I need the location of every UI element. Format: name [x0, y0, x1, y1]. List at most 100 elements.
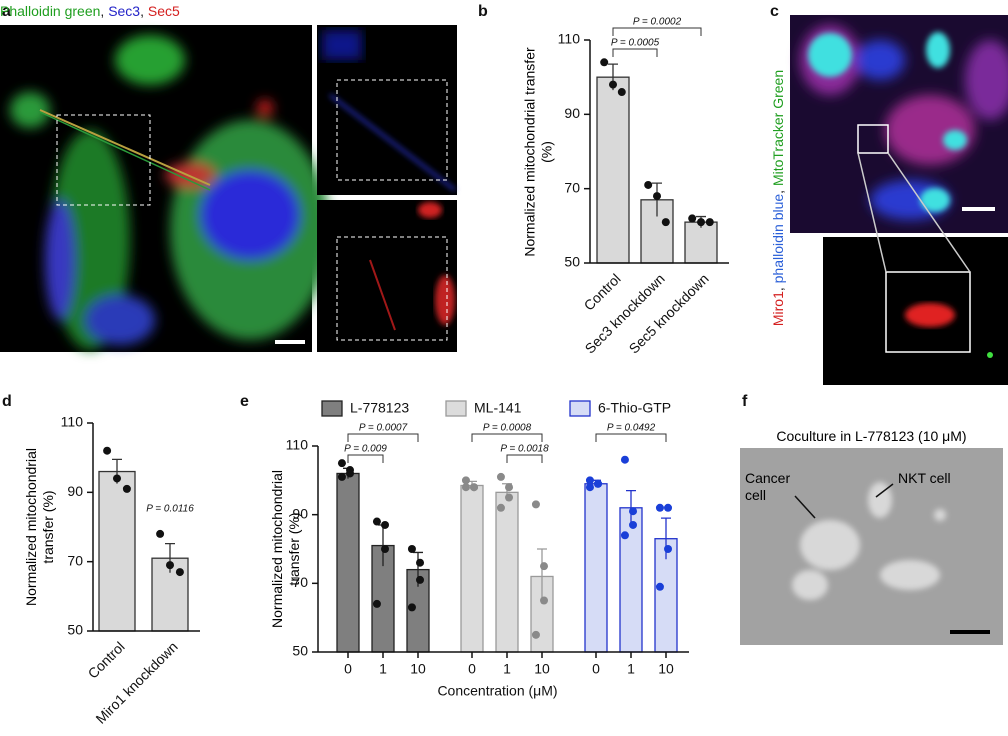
micrograph-f — [740, 448, 1003, 645]
bar — [98, 470, 136, 632]
micrograph-a-sec5 — [317, 200, 457, 352]
data-point — [381, 545, 390, 553]
data-point — [122, 484, 131, 493]
micrograph-a — [0, 25, 330, 352]
caption-part: Sec3 — [108, 3, 141, 19]
y-tick-label: 90 — [67, 483, 83, 499]
legend-swatch — [445, 400, 467, 417]
bar — [336, 472, 360, 653]
data-point — [407, 545, 416, 553]
x-tick-label: 0 — [468, 661, 476, 677]
caption-part: Miro1 — [770, 291, 786, 327]
caption-a: Phalloidin green, Sec3, Sec5 — [0, 3, 180, 19]
bar — [495, 491, 519, 653]
y-tick-label: 110 — [286, 437, 309, 453]
x-tick-label: 10 — [410, 661, 426, 677]
data-point — [470, 483, 479, 492]
significance-bracket — [612, 27, 702, 36]
caption-part: , — [770, 283, 786, 292]
bar — [584, 483, 608, 653]
y-tick-label: 90 — [292, 505, 308, 521]
bar — [684, 221, 718, 264]
x-tick-label: 0 — [592, 661, 600, 677]
y-axis-label: Normalized mitochondrial transfer (%) — [521, 46, 554, 257]
legend-label: L-778123 — [350, 400, 409, 416]
y-tick-label: 110 — [61, 414, 84, 430]
p-value: P = 0.0008 — [483, 423, 532, 434]
data-point — [585, 483, 594, 492]
p-value: P = 0.0492 — [607, 423, 656, 434]
y-tick-label: 50 — [564, 254, 580, 270]
y-tick-label: 50 — [67, 622, 83, 638]
x-axis-label: Concentration (μM) — [437, 683, 557, 699]
caption-part: MitoTracker Green — [770, 69, 786, 187]
data-point — [664, 545, 673, 553]
data-point — [381, 520, 390, 529]
data-point — [531, 500, 540, 509]
y-tick-label: 70 — [67, 552, 83, 568]
data-point — [540, 596, 549, 605]
x-tick-label: 1 — [379, 661, 387, 677]
y-tick-label: 110 — [558, 31, 581, 47]
p-value: P = 0.0005 — [611, 38, 660, 49]
caption-part: Sec5 — [147, 3, 180, 19]
x-tick-label: Sec3 knockdown — [582, 270, 668, 356]
legend-swatch — [569, 400, 591, 417]
micrograph-a-sec3 — [317, 25, 457, 195]
significance-bracket — [506, 454, 543, 463]
p-value: P = 0.0007 — [359, 423, 408, 434]
significance-bracket — [612, 48, 658, 57]
p-value: P = 0.0002 — [633, 17, 682, 28]
y-tick-label: 70 — [564, 179, 580, 195]
data-point — [372, 599, 381, 608]
micrograph-c — [790, 15, 1008, 233]
data-point — [156, 529, 165, 538]
error-bar — [537, 548, 547, 604]
p-value: P = 0.0116 — [146, 504, 194, 515]
x-tick-label: 10 — [534, 661, 550, 677]
panel-label: b — [478, 3, 488, 20]
annotation: NKT cell — [898, 470, 951, 486]
data-point — [620, 455, 629, 464]
x-tick-label: 1 — [503, 661, 511, 677]
data-point — [113, 474, 121, 483]
data-point — [644, 180, 653, 189]
x-tick-label: Sec5 knockdown — [626, 270, 712, 356]
significance-bracket — [471, 433, 543, 442]
p-value: P = 0.009 — [344, 444, 387, 455]
data-point — [655, 503, 664, 512]
data-point — [407, 603, 416, 612]
caption-part: phalloidin blue — [770, 193, 786, 284]
caption-f: Coculture in L-778123 (10 μM) — [776, 428, 967, 444]
panel-label: d — [2, 393, 12, 410]
data-point — [103, 446, 112, 455]
data-point — [594, 479, 603, 488]
panel-label: c — [770, 3, 779, 20]
data-point — [175, 568, 184, 577]
caption-part: Phalloidin green — [0, 3, 101, 19]
data-point — [496, 472, 505, 481]
data-point — [661, 218, 670, 227]
y-tick-label: 70 — [292, 574, 308, 590]
data-point — [629, 507, 638, 516]
caption-part: , — [140, 3, 148, 19]
bar — [460, 484, 484, 653]
data-point — [609, 80, 617, 89]
data-point — [629, 520, 638, 529]
data-point — [585, 476, 594, 485]
data-point — [416, 558, 425, 567]
micrograph-c-inset — [823, 152, 1008, 385]
caption-part: , — [100, 3, 109, 19]
legend-label: 6-Thio-GTP — [598, 400, 671, 416]
legend-swatch — [321, 400, 343, 417]
data-point — [688, 214, 697, 223]
data-point — [664, 503, 673, 512]
data-point — [540, 562, 549, 571]
x-tick-label: Control — [581, 270, 624, 313]
legend-label: ML-141 — [474, 400, 522, 416]
y-axis-label: Normalized mitochondrial transfer (%) — [23, 448, 56, 606]
